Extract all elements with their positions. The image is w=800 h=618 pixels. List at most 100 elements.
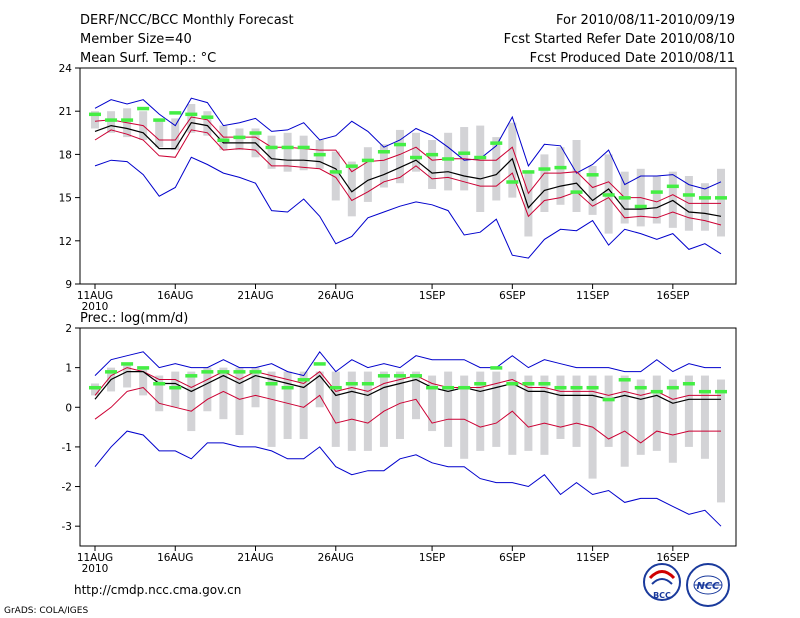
- spread-box: [267, 135, 276, 169]
- spread-box: [412, 132, 421, 172]
- median-marker: [426, 385, 439, 390]
- spread-box: [476, 371, 485, 451]
- x-tick-label: 21AUG: [237, 290, 273, 302]
- y-tick-label: 2: [65, 323, 72, 335]
- ncc-logo-text: NCC: [696, 581, 720, 592]
- y-tick-label: 9: [65, 279, 72, 291]
- spread-box: [123, 363, 132, 388]
- median-marker: [201, 370, 214, 374]
- median-marker: [185, 374, 198, 378]
- spread-box: [652, 375, 661, 451]
- y-tick-label: 1: [65, 363, 72, 375]
- median-marker: [313, 152, 326, 157]
- spread-box: [235, 128, 244, 151]
- x-tick-year: 2010: [82, 563, 109, 575]
- spread-box: [155, 375, 164, 412]
- median-marker: [121, 362, 134, 366]
- median-marker: [361, 381, 374, 386]
- median-marker: [281, 145, 294, 150]
- median-marker: [458, 385, 471, 390]
- median-marker: [650, 190, 663, 194]
- header-forecast-period: For 2010/08/11-2010/09/19: [556, 13, 735, 28]
- median-marker: [121, 118, 134, 122]
- median-marker: [490, 366, 503, 370]
- spread-box: [347, 161, 356, 217]
- spread-box: [331, 371, 340, 447]
- spread-box: [395, 129, 404, 184]
- footer-url[interactable]: http://cmdp.ncc.cma.gov.cn: [74, 583, 241, 597]
- bcc-logo: BCC: [643, 563, 681, 601]
- y-tick-label: -3: [62, 521, 72, 533]
- mean-line: [94, 371, 721, 404]
- x-tick-label: 26AUG: [318, 290, 354, 302]
- min-line: [94, 156, 722, 259]
- spread-box: [219, 125, 228, 151]
- median-marker: [377, 150, 390, 154]
- lower-line: [94, 386, 721, 444]
- spread-box: [395, 371, 404, 439]
- header-start-date: Fcst Started Refer Date 2010/08/10: [504, 32, 735, 47]
- median-marker: [570, 385, 583, 390]
- spread-box: [235, 367, 244, 436]
- spread-box: [187, 371, 196, 432]
- median-marker: [682, 381, 695, 386]
- spread-box: [219, 367, 228, 420]
- spread-box: [444, 371, 453, 447]
- median-marker: [313, 362, 326, 366]
- median-marker: [698, 389, 711, 394]
- y-tick-label: 0: [65, 402, 72, 414]
- median-marker: [361, 158, 374, 163]
- header-variable: Mean Surf. Temp.: °C: [80, 51, 216, 66]
- spread-box: [299, 135, 308, 171]
- median-marker: [715, 389, 727, 394]
- median-marker: [297, 145, 310, 150]
- spread-box: [476, 125, 485, 212]
- median-marker: [554, 385, 567, 390]
- median-marker: [474, 155, 487, 160]
- median-marker: [201, 115, 214, 119]
- median-marker: [602, 397, 615, 402]
- median-marker: [281, 385, 294, 390]
- min-line: [94, 430, 722, 527]
- median-marker: [217, 138, 230, 142]
- header-title: DERF/NCC/BCC Monthly Forecast: [80, 13, 294, 28]
- median-marker: [538, 167, 551, 171]
- median-marker: [506, 180, 519, 184]
- median-marker: [105, 370, 118, 374]
- spread-box: [444, 132, 453, 191]
- spread-box: [187, 104, 196, 133]
- spread-box: [717, 379, 725, 503]
- y-tick-label: -2: [62, 482, 72, 494]
- y-tick-label: 12: [59, 236, 72, 248]
- median-marker: [442, 385, 455, 390]
- spread-box: [428, 375, 437, 432]
- upper-line: [94, 367, 721, 400]
- median-marker: [233, 135, 246, 140]
- median-marker: [297, 378, 310, 382]
- median-marker: [634, 385, 647, 390]
- median-marker: [89, 385, 101, 390]
- median-marker: [650, 389, 663, 394]
- spread-box: [492, 137, 501, 201]
- median-marker: [715, 196, 727, 200]
- median-marker: [89, 112, 101, 117]
- median-marker: [506, 381, 519, 386]
- spread-box: [572, 375, 581, 447]
- y-tick-label: 24: [59, 63, 73, 75]
- x-tick-label: 1SEP: [419, 290, 445, 302]
- x-tick-label: 16AUG: [157, 552, 193, 564]
- median-marker: [329, 385, 342, 390]
- y-tick-label: 18: [59, 149, 72, 161]
- median-marker: [393, 374, 406, 378]
- median-marker: [153, 381, 166, 386]
- spread-box: [139, 367, 148, 396]
- median-marker: [345, 381, 358, 386]
- median-marker: [217, 370, 230, 374]
- x-tick-label: 11AUG: [77, 290, 113, 302]
- spread-box: [379, 371, 388, 447]
- spread-box: [251, 367, 260, 408]
- spread-box: [315, 371, 324, 408]
- median-marker: [137, 366, 150, 370]
